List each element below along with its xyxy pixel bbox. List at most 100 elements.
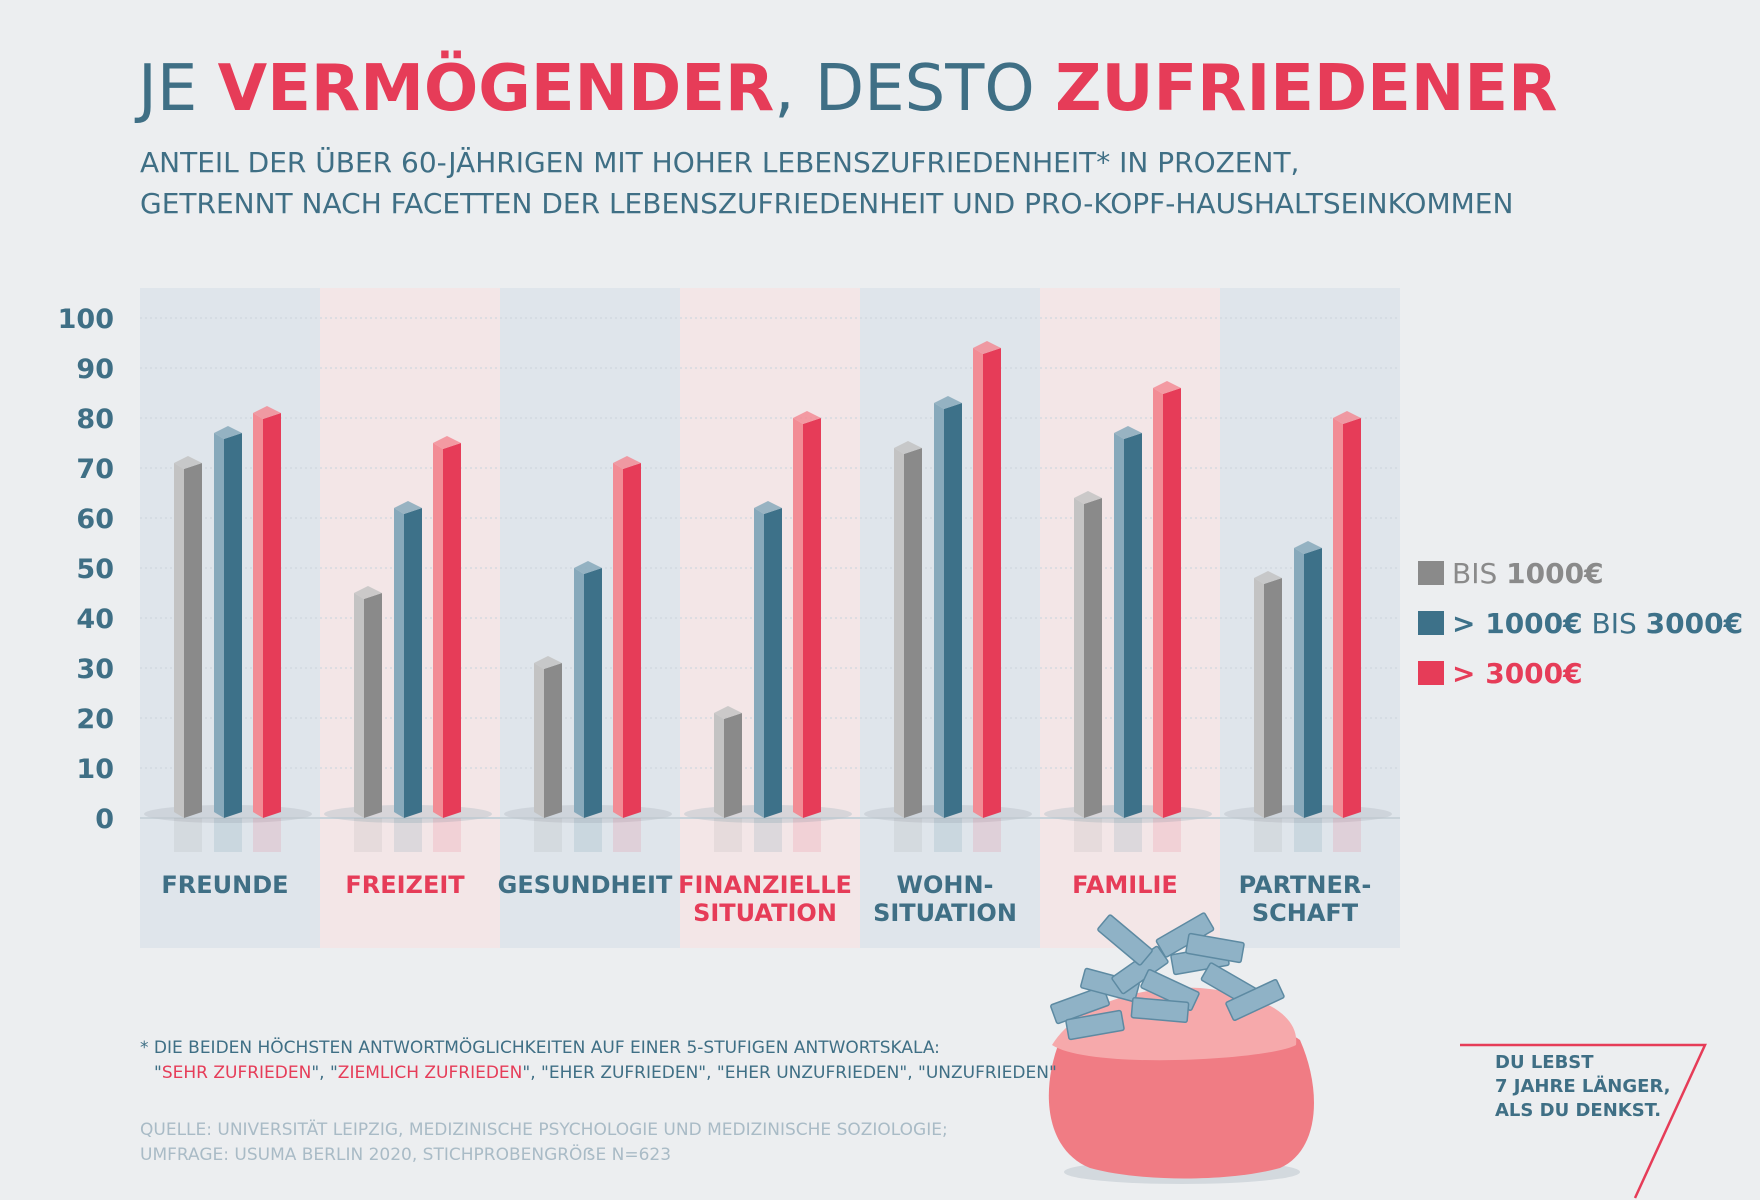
bar-side-face: [613, 463, 623, 818]
bar-top-face: [394, 501, 422, 514]
y-tick-label: 50: [76, 554, 114, 585]
source-note: QUELLE: UNIVERSITÄT LEIPZIG, MEDIZINISCH…: [140, 1118, 948, 1168]
bar-front-face: [803, 418, 821, 818]
category-label: GESUNDHEIT: [498, 871, 673, 899]
y-tick-label: 60: [76, 504, 114, 535]
bar-front-face: [764, 508, 782, 818]
y-tick-label: 20: [76, 704, 114, 735]
bar-front-face: [1304, 548, 1322, 818]
bar-BIS 1000€-FAMILIE: [1074, 491, 1102, 852]
bar-> 3000€-FINANZIELLESITUATION: [793, 411, 821, 852]
bar-top-face: [174, 456, 202, 469]
bar-side-face: [1114, 433, 1124, 818]
bar-reflection: [1153, 818, 1181, 852]
bar-reflection: [793, 818, 821, 852]
footnote-line-1: * DIE BEIDEN HÖCHSTEN ANTWORTMÖGLICHKEIT…: [140, 1038, 940, 1058]
bar-> 3000€-PARTNER-SCHAFT: [1333, 411, 1361, 852]
footnote-text: ": [154, 1063, 162, 1083]
bar-front-face: [724, 713, 742, 818]
subtitle-line-1: ANTEIL DER ÜBER 60-JÄHRIGEN MIT HOHER LE…: [140, 146, 1300, 179]
bar-side-face: [253, 413, 263, 818]
bar-side-face: [1254, 578, 1264, 818]
bar-top-face: [433, 436, 461, 449]
bar-> 1000€ BIS 3000€-FAMILIE: [1114, 426, 1142, 852]
bar-front-face: [983, 348, 1001, 818]
bar-top-face: [253, 406, 281, 419]
bar-reflection: [934, 818, 962, 852]
bar-reflection: [613, 818, 641, 852]
logo-seven-stroke: [1460, 1043, 1707, 1199]
bar-front-face: [1084, 498, 1102, 818]
bar-side-face: [793, 418, 803, 818]
footnote: * DIE BEIDEN HÖCHSTEN ANTWORTMÖGLICHKEIT…: [140, 1036, 1057, 1086]
footnote-line-2: "SEHR ZUFRIEDEN", "ZIEMLICH ZUFRIEDEN", …: [140, 1061, 1057, 1086]
bar-side-face: [354, 593, 364, 818]
bar-> 1000€ BIS 3000€-FREUNDE: [214, 426, 242, 852]
bar-front-face: [1163, 388, 1181, 818]
bar-side-face: [1333, 418, 1343, 818]
category-label: PARTNER-: [1239, 871, 1372, 899]
bar-top-face: [534, 656, 562, 669]
y-tick-label: 30: [76, 654, 114, 685]
bar-reflection: [973, 818, 1001, 852]
title-part-2: , DESTO: [774, 52, 1056, 126]
bar-top-face: [1294, 541, 1322, 554]
bar-front-face: [1264, 578, 1282, 818]
bar-reflection: [1294, 818, 1322, 852]
legend-label-part: 1000€: [1506, 556, 1604, 590]
answer-option-highlight: SEHR ZUFRIEDEN: [161, 1063, 312, 1083]
bar-> 3000€-WOHN-SITUATION: [973, 341, 1001, 852]
bar-side-face: [1294, 548, 1304, 818]
bar-reflection: [534, 818, 562, 852]
bar-> 1000€ BIS 3000€-WOHN-SITUATION: [934, 396, 962, 852]
bar-> 1000€ BIS 3000€-PARTNER-SCHAFT: [1294, 541, 1322, 852]
y-tick-label: 40: [76, 604, 114, 635]
bar-> 1000€ BIS 3000€-GESUNDHEIT: [574, 561, 602, 852]
legend-item-2: > 3000€: [1418, 648, 1743, 698]
bar-top-face: [613, 456, 641, 469]
legend-label-part: > 3000€: [1452, 656, 1583, 690]
bar-reflection: [894, 818, 922, 852]
footnote-text: ", "EHER ZUFRIEDEN", "EHER UNZUFRIEDEN",…: [522, 1063, 1057, 1083]
bar-front-face: [584, 568, 602, 818]
bar-top-face: [1153, 381, 1181, 394]
bar-> 1000€ BIS 3000€-FREIZEIT: [394, 501, 422, 852]
money-bag-illustration: [1048, 912, 1314, 1184]
banknote-icon: [1140, 969, 1200, 1011]
bar-side-face: [433, 443, 443, 818]
title-part-1: VERMÖGENDER: [217, 52, 775, 126]
banknote-icon: [1225, 979, 1285, 1021]
bar-front-face: [224, 433, 242, 818]
y-tick-label: 0: [95, 804, 114, 835]
bar-side-face: [754, 508, 764, 818]
slogan-line: DU LEBST: [1495, 1052, 1594, 1073]
category-label: FREIZEIT: [345, 871, 465, 899]
footnote-text: ", ": [311, 1063, 338, 1083]
source-line-1: QUELLE: UNIVERSITÄT LEIPZIG, MEDIZINISCH…: [140, 1120, 948, 1140]
bar-top-face: [214, 426, 242, 439]
bar-front-face: [404, 508, 422, 818]
bar-> 3000€-FREIZEIT: [433, 436, 461, 852]
legend-item-1: > 1000€ BIS 3000€: [1418, 598, 1743, 648]
bar-front-face: [364, 593, 382, 818]
bar-top-face: [894, 441, 922, 454]
legend-label-part: 3000€: [1645, 606, 1744, 640]
bar-side-face: [1074, 498, 1084, 818]
bar-side-face: [973, 348, 983, 818]
y-tick-label: 100: [58, 304, 114, 335]
bar-reflection: [354, 818, 382, 852]
bar-reflection: [1114, 818, 1142, 852]
category-label: SITUATION: [873, 899, 1017, 927]
bar-front-face: [184, 463, 202, 818]
legend-swatch: [1418, 661, 1444, 685]
bar-side-face: [714, 713, 724, 818]
bar-reflection: [433, 818, 461, 852]
bar-front-face: [263, 413, 281, 818]
bar-front-face: [544, 663, 562, 818]
bar-reflection: [174, 818, 202, 852]
bar-top-face: [1114, 426, 1142, 439]
bar-> 3000€-GESUNDHEIT: [613, 456, 641, 852]
bar-front-face: [1124, 433, 1142, 818]
banknote-icon: [1185, 932, 1245, 964]
